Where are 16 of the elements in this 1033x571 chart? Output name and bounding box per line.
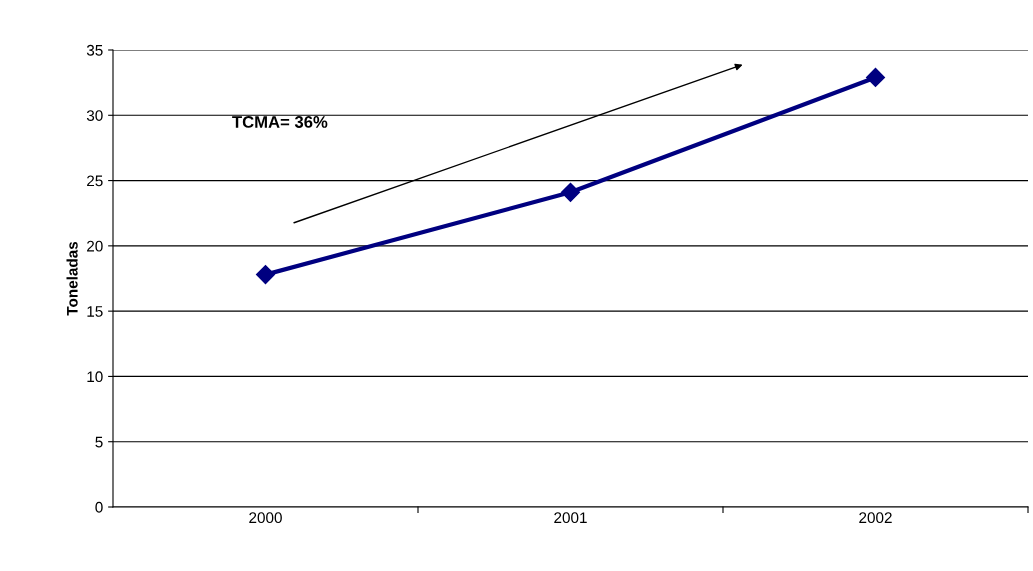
y-tick-label: 30: [86, 110, 103, 121]
y-tick-label: 25: [87, 175, 103, 187]
y-tick-label: 10: [87, 371, 103, 383]
point: [560, 182, 581, 202]
y-axis-title: Toneladas: [66, 241, 78, 316]
y-tick-label: 5: [95, 436, 103, 448]
y-tick-label: 0: [95, 501, 103, 513]
y-tick-label: 35: [86, 44, 103, 56]
point: [255, 265, 276, 285]
x-tick-label: 2002: [859, 512, 892, 524]
point: [865, 67, 886, 87]
annotation: TCMA= 36%: [232, 116, 328, 128]
x-tick-label: 2000: [249, 512, 282, 524]
y-tick-label: 15: [87, 306, 103, 317]
x-tick-label: 2001: [554, 512, 587, 524]
y-tick-label: 20: [87, 240, 103, 252]
